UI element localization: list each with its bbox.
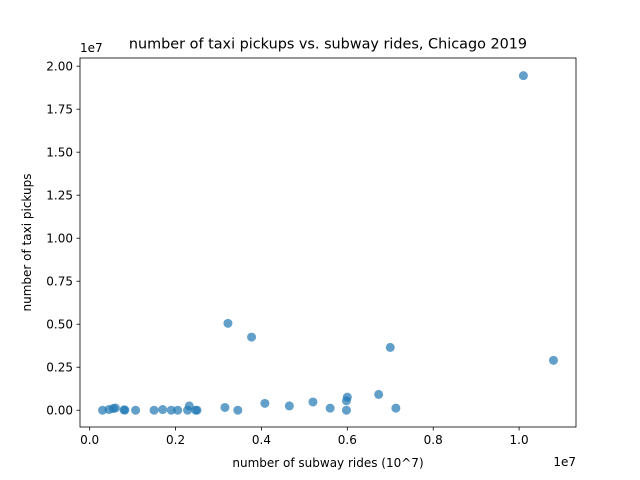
y-tick-label: 2.00 <box>46 59 73 73</box>
data-point <box>284 401 294 411</box>
data-point <box>342 392 352 402</box>
y-tick-label: 1.50 <box>46 145 73 159</box>
data-point <box>518 71 528 81</box>
x-tick-label: 0.2 <box>166 433 185 447</box>
plot-background <box>80 58 576 427</box>
y-tick-label: 0.25 <box>46 361 73 375</box>
data-point <box>247 332 257 342</box>
x-tick-label: 0.0 <box>80 433 99 447</box>
data-points <box>98 71 558 415</box>
data-point <box>220 402 230 412</box>
data-point <box>548 355 558 365</box>
data-point <box>341 405 351 415</box>
y-tick-label: 1.25 <box>46 188 73 202</box>
x-offset-label: 1e7 <box>553 455 576 469</box>
data-point <box>166 405 176 415</box>
data-point <box>325 403 335 413</box>
data-point <box>374 389 384 399</box>
data-point <box>223 318 233 328</box>
data-point <box>233 405 243 415</box>
data-point <box>149 405 159 415</box>
data-point <box>184 401 194 411</box>
y-tick-label: 0.75 <box>46 275 73 289</box>
x-tick-label: 0.8 <box>424 433 443 447</box>
data-point <box>110 403 120 413</box>
data-point <box>260 398 270 408</box>
x-tick-label: 0.6 <box>338 433 357 447</box>
data-point <box>308 397 318 407</box>
y-offset-label: 1e7 <box>80 41 103 55</box>
plot-frame <box>79 57 577 428</box>
y-tick-label: 0.00 <box>46 404 73 418</box>
y-tick-label: 1.75 <box>46 102 73 116</box>
data-point <box>120 405 130 415</box>
data-point <box>131 405 141 415</box>
data-point <box>173 405 183 415</box>
y-axis-ticks: 0.00 0.25 0.50 0.75 1.00 1.25 1.50 1.75 2.00 <box>46 59 80 418</box>
x-tick-label: 0.4 <box>252 433 271 447</box>
chart-title: number of taxi pickups vs. subway rides,… <box>129 37 527 53</box>
data-point <box>391 403 401 413</box>
x-axis-label: number of subway rides (10^7) <box>232 456 423 470</box>
data-point <box>158 405 168 415</box>
data-point <box>385 342 395 352</box>
x-axis-ticks: 0.0 0.2 0.4 0.6 0.8 1.0 <box>80 427 529 447</box>
y-axis-label: number of taxi pickups <box>20 174 34 312</box>
data-point <box>192 405 202 415</box>
y-tick-label: 0.50 <box>46 318 73 332</box>
y-tick-label: 1.00 <box>46 231 73 245</box>
x-tick-label: 1.0 <box>510 433 529 447</box>
